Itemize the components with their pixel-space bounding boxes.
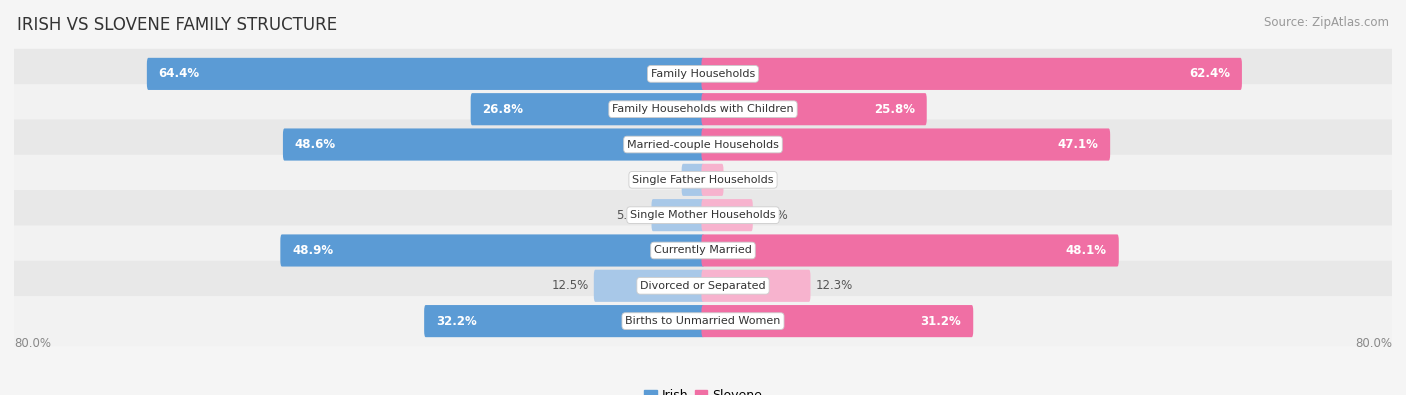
Text: Divorced or Separated: Divorced or Separated bbox=[640, 281, 766, 291]
FancyBboxPatch shape bbox=[283, 128, 704, 161]
FancyBboxPatch shape bbox=[702, 128, 1111, 161]
FancyBboxPatch shape bbox=[702, 199, 752, 231]
FancyBboxPatch shape bbox=[280, 234, 704, 267]
Text: Births to Unmarried Women: Births to Unmarried Women bbox=[626, 316, 780, 326]
FancyBboxPatch shape bbox=[11, 119, 1395, 169]
FancyBboxPatch shape bbox=[702, 270, 810, 302]
FancyBboxPatch shape bbox=[11, 261, 1395, 311]
FancyBboxPatch shape bbox=[682, 164, 704, 196]
Text: 5.8%: 5.8% bbox=[617, 209, 647, 222]
FancyBboxPatch shape bbox=[11, 190, 1395, 240]
FancyBboxPatch shape bbox=[702, 58, 1241, 90]
FancyBboxPatch shape bbox=[11, 226, 1395, 276]
Text: 62.4%: 62.4% bbox=[1189, 68, 1230, 81]
FancyBboxPatch shape bbox=[471, 93, 704, 125]
FancyBboxPatch shape bbox=[11, 49, 1395, 99]
Text: 64.4%: 64.4% bbox=[159, 68, 200, 81]
Text: Single Mother Households: Single Mother Households bbox=[630, 210, 776, 220]
Text: 2.3%: 2.3% bbox=[647, 173, 676, 186]
FancyBboxPatch shape bbox=[11, 296, 1395, 346]
Text: 26.8%: 26.8% bbox=[482, 103, 523, 116]
Text: Source: ZipAtlas.com: Source: ZipAtlas.com bbox=[1264, 16, 1389, 29]
FancyBboxPatch shape bbox=[593, 270, 704, 302]
Text: 48.9%: 48.9% bbox=[292, 244, 333, 257]
FancyBboxPatch shape bbox=[11, 155, 1395, 205]
FancyBboxPatch shape bbox=[702, 305, 973, 337]
Text: 48.1%: 48.1% bbox=[1066, 244, 1107, 257]
Text: Single Father Households: Single Father Households bbox=[633, 175, 773, 185]
Text: 80.0%: 80.0% bbox=[1355, 337, 1392, 350]
Text: Family Households: Family Households bbox=[651, 69, 755, 79]
Text: 80.0%: 80.0% bbox=[14, 337, 51, 350]
FancyBboxPatch shape bbox=[702, 93, 927, 125]
Text: 25.8%: 25.8% bbox=[875, 103, 915, 116]
Text: 47.1%: 47.1% bbox=[1057, 138, 1098, 151]
FancyBboxPatch shape bbox=[11, 84, 1395, 134]
Legend: Irish, Slovene: Irish, Slovene bbox=[640, 384, 766, 395]
Text: Currently Married: Currently Married bbox=[654, 245, 752, 256]
Text: 12.3%: 12.3% bbox=[815, 279, 853, 292]
FancyBboxPatch shape bbox=[146, 58, 704, 90]
FancyBboxPatch shape bbox=[702, 234, 1119, 267]
FancyBboxPatch shape bbox=[651, 199, 704, 231]
Text: 12.5%: 12.5% bbox=[551, 279, 589, 292]
Text: 5.6%: 5.6% bbox=[758, 209, 787, 222]
Text: Family Households with Children: Family Households with Children bbox=[612, 104, 794, 114]
Text: 32.2%: 32.2% bbox=[436, 314, 477, 327]
Text: 31.2%: 31.2% bbox=[921, 314, 962, 327]
FancyBboxPatch shape bbox=[425, 305, 704, 337]
Text: Married-couple Households: Married-couple Households bbox=[627, 139, 779, 150]
Text: IRISH VS SLOVENE FAMILY STRUCTURE: IRISH VS SLOVENE FAMILY STRUCTURE bbox=[17, 16, 337, 34]
FancyBboxPatch shape bbox=[702, 164, 724, 196]
Text: 48.6%: 48.6% bbox=[295, 138, 336, 151]
Text: 2.2%: 2.2% bbox=[728, 173, 759, 186]
